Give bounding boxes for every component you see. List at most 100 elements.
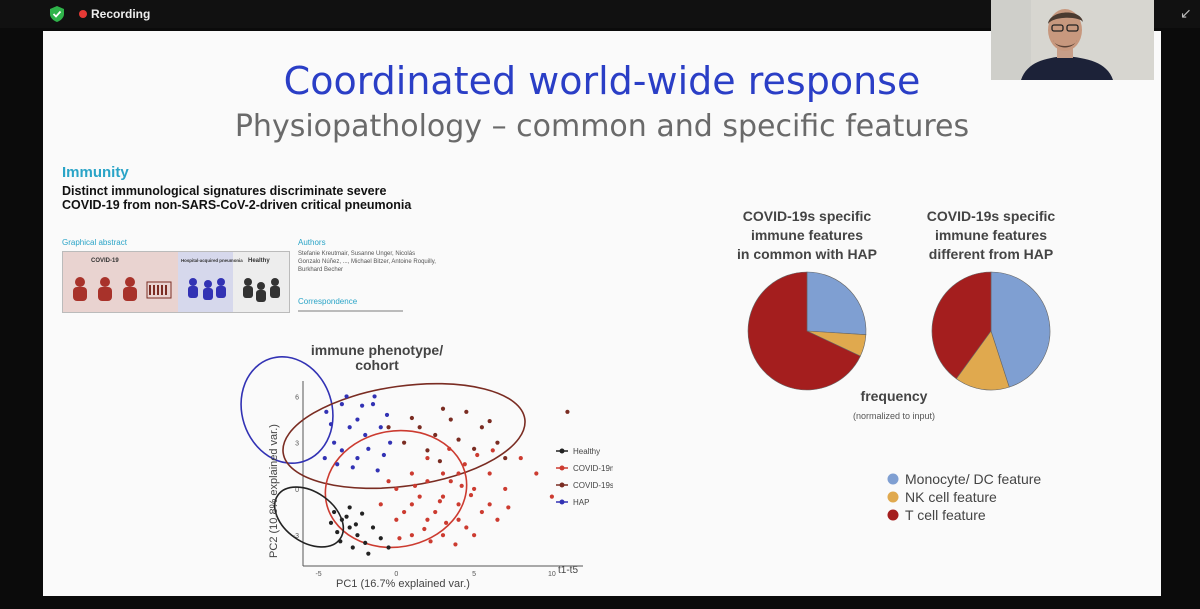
covid19s-point [565, 409, 570, 414]
slide-subtitle: Physiopathology – common and specific fe… [234, 109, 970, 144]
covid19s-point [487, 418, 492, 424]
covid19s-point [409, 415, 414, 421]
covid19m-point [468, 492, 474, 498]
covid19s-point [386, 425, 391, 430]
shared-slide: Coordinated world-wide response Physiopa… [43, 31, 1161, 596]
healthy-point [332, 509, 337, 515]
covid19m-point [448, 479, 453, 484]
covid19m-point [428, 539, 433, 544]
legend-dot-tcell [887, 509, 899, 521]
hap-point [378, 425, 383, 430]
covid19m-point [456, 502, 461, 507]
speaker-webcam-thumbnail[interactable] [991, 0, 1154, 80]
hap-point [339, 402, 344, 407]
hap-point [328, 422, 334, 427]
legend-label-monocyte: Monocyte/ DC feature [905, 471, 1041, 487]
covid19m-point [456, 517, 461, 522]
graphical-abstract: COVID-19 Hospital-acquired pneumonia Hea… [62, 251, 290, 313]
hap-point [360, 403, 365, 408]
covid19m-point [402, 509, 407, 515]
covid19m-point [487, 502, 492, 507]
healthy-point [328, 520, 334, 525]
covid19m-point [495, 517, 500, 522]
healthy-point [347, 525, 352, 530]
abstract-panel-healthy: Healthy [248, 258, 270, 264]
covid19s-point [440, 406, 446, 411]
covid19s-point [464, 409, 469, 414]
healthy-cluster-ellipse [273, 486, 345, 548]
slide-title: Coordinated world-wide response [283, 59, 921, 103]
healthy-point [338, 539, 343, 544]
covid19m-point [409, 502, 414, 507]
covid19m-cluster-ellipse [324, 429, 468, 549]
pca-annotation: t1-t5 [558, 565, 578, 576]
hap-point [347, 425, 352, 430]
covid19m-point [409, 533, 414, 538]
pie2-title-line2: immune features [935, 227, 1047, 243]
covid19s-point [503, 455, 508, 461]
paper-title: Distinct immunological signatures discri… [62, 184, 412, 212]
recording-label[interactable]: Recording [91, 7, 151, 21]
hap-point [363, 432, 368, 438]
covid19m-point [433, 509, 438, 515]
covid19m-point [444, 520, 449, 525]
covid19s-point [417, 425, 422, 430]
covid19m-point [425, 479, 430, 484]
pca-y-tick-label: 3 [295, 441, 299, 448]
covid19m-point [397, 536, 402, 541]
legend-marker-covid19s [559, 482, 565, 488]
pie-charts-panel: COVID-19s specific immune features in co… [737, 208, 1055, 523]
collapse-arrow-icon[interactable]: ↙ [1180, 5, 1192, 21]
healthy-point [335, 529, 340, 535]
covid19m-point [417, 494, 422, 499]
abstract-panel-hap: Hospital-acquired pneumonia [181, 258, 243, 263]
pca-y-tick-label: 0 [295, 487, 299, 494]
covid19m-point [462, 462, 467, 467]
journal-name: Immunity [62, 164, 129, 181]
legend-label-healthy: Healthy [573, 447, 600, 456]
covid19m-point [503, 486, 508, 492]
pca-y-tick-label: -3 [293, 533, 299, 540]
pie1-slice-tcell [931, 271, 992, 380]
legend-label-covid19m: COVID-19m [573, 464, 613, 473]
covid19m-point [440, 533, 446, 538]
covid19m-point [412, 483, 418, 488]
covid19m-point [394, 517, 399, 522]
covid19m-point [453, 542, 458, 547]
legend-dot-monocyte [887, 473, 899, 485]
legend-marker-covid19m [559, 465, 565, 471]
pie2-title-line3: different from HAP [929, 246, 1053, 262]
graphical-abstract-illustration: COVID-19 Hospital-acquired pneumonia Hea… [63, 252, 289, 312]
legend-label-covid19s: COVID-19s [573, 481, 613, 490]
covid19s-point [472, 446, 477, 451]
pca-x-tick-label: -5 [315, 571, 321, 578]
covid19m-point [518, 455, 523, 461]
covid19m-point [425, 455, 430, 461]
covid19m-point [472, 486, 477, 492]
healthy-point [339, 517, 344, 522]
graphical-abstract-label: Graphical abstract [62, 238, 127, 247]
pca-x-tick-label: 10 [548, 571, 556, 578]
covid19s-point [425, 448, 430, 453]
hap-point [370, 402, 376, 407]
covid19m-point [479, 509, 484, 515]
legend-marker-healthy [559, 448, 565, 454]
healthy-point [378, 536, 383, 541]
hap-point [355, 417, 360, 422]
covid19m-point [394, 486, 399, 492]
legend-marker-hap [559, 499, 565, 505]
legend-label-hap: HAP [573, 498, 589, 507]
healthy-point [360, 511, 365, 516]
hap-point [355, 455, 360, 461]
covid19m-point [425, 517, 430, 522]
pie1-title-line2: immune features [751, 227, 863, 243]
pie-xlabel: frequency [861, 388, 928, 404]
covid19s-point [495, 440, 500, 445]
healthy-point [350, 545, 355, 550]
covid19s-point [448, 417, 453, 422]
covid19s-cluster-ellipse [282, 382, 526, 490]
authors-list: Stefanie Kreutmair, Susanne Unger, Nicol… [298, 251, 436, 273]
healthy-point [363, 540, 368, 545]
healthy-point [366, 551, 371, 556]
hap-point [332, 440, 337, 445]
